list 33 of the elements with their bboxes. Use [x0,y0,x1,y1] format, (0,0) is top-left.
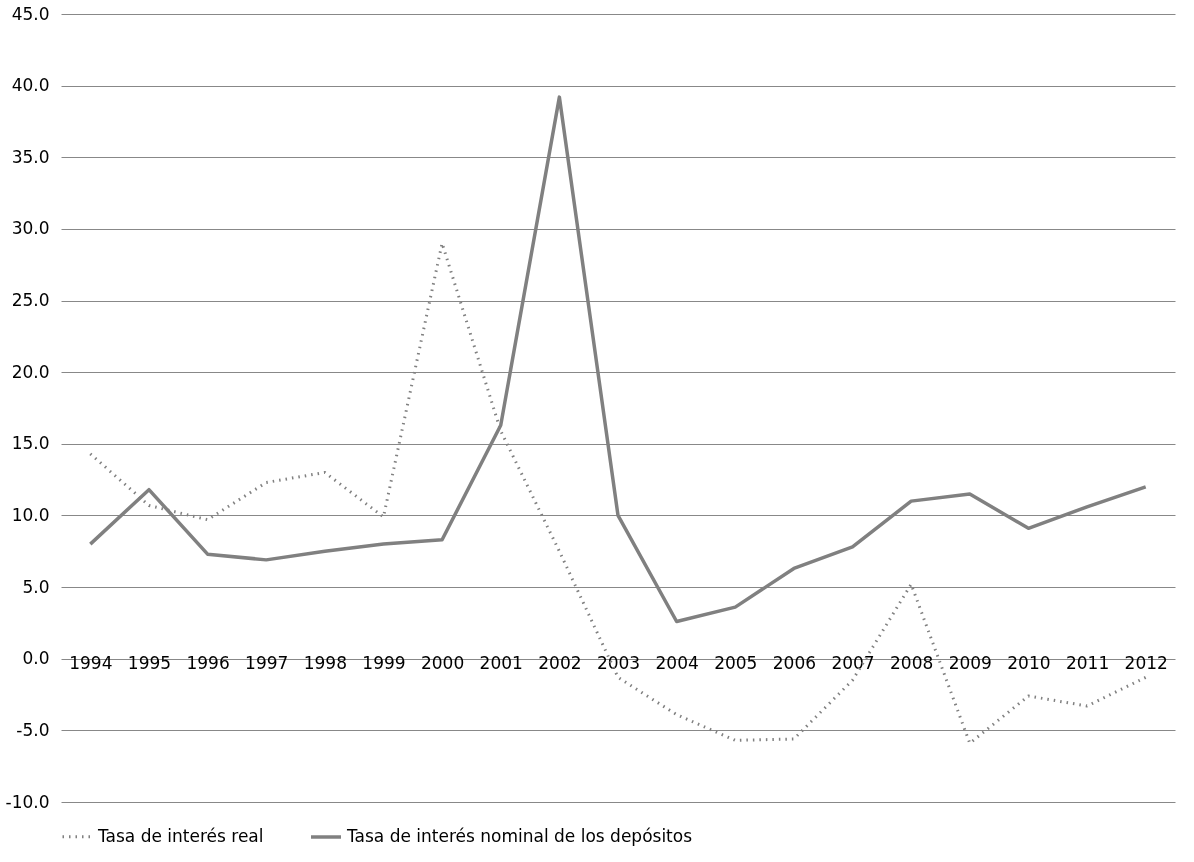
x-tick-label: 2012 [1124,652,1168,673]
x-tick-label: 1994 [69,652,113,673]
legend-label: Tasa de interés real [97,825,264,846]
y-tick-label: 5.0 [22,576,50,597]
legend-label: Tasa de interés nominal de los depósitos [346,826,693,846]
x-tick-label: 2004 [655,652,699,673]
x-tick-label: 2000 [420,652,465,673]
x-tick-label: 2009 [948,652,992,673]
x-tick-label: 2006 [772,652,817,673]
y-tick-label: 10.0 [11,504,50,525]
x-tick-label: 1999 [362,652,406,673]
x-tick-label: 1997 [245,652,289,673]
y-tick-label: 45.0 [11,3,50,24]
y-tick-label: 40.0 [11,75,50,96]
y-tick-label: -10.0 [5,791,50,812]
x-tick-label: 2007 [831,652,875,673]
x-tick-label: 2005 [714,652,758,673]
y-tick-label: 25.0 [11,290,50,311]
y-tick-label: -5.0 [16,719,50,740]
x-tick-label: 2002 [538,652,582,673]
x-tick-label: 1996 [186,652,230,673]
x-tick-label: 1995 [127,652,172,673]
x-tick-label: 1998 [303,652,347,673]
x-tick-label: 2008 [890,652,934,673]
y-tick-label: 20.0 [11,361,50,382]
x-tick-label: 2010 [1007,652,1051,673]
x-tick-label: 2011 [1065,652,1110,673]
y-tick-label: 15.0 [11,433,50,454]
y-tick-label: 35.0 [11,146,50,167]
y-tick-label: 0.0 [22,648,50,669]
y-tick-label: 30.0 [11,218,50,239]
x-tick-label: 2003 [596,652,641,673]
x-tick-label: 2001 [479,652,523,673]
